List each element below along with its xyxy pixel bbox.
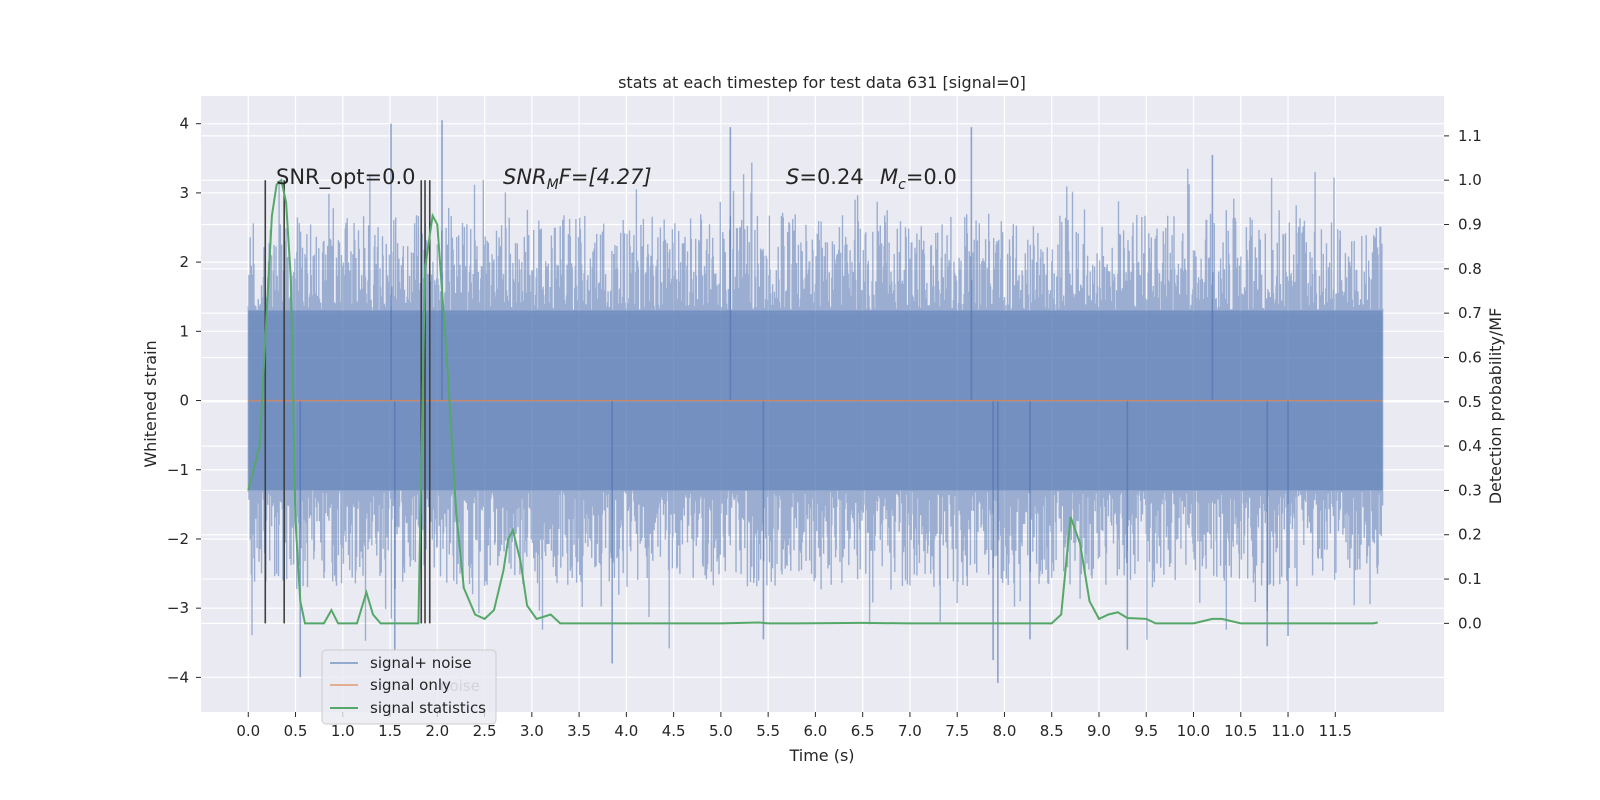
annotation-snr-opt: SNR_opt=0.0 xyxy=(276,165,416,190)
x-tick-label: 5.5 xyxy=(756,722,780,740)
y-left-tick-label: −4 xyxy=(167,668,189,686)
y-right-tick-label: 0.7 xyxy=(1458,304,1482,322)
x-tick-label: 8.0 xyxy=(993,722,1017,740)
y-right-tick-label: 0.1 xyxy=(1458,570,1482,588)
x-tick-label: 6.0 xyxy=(803,722,827,740)
y-left-tick-label: 2 xyxy=(179,253,189,271)
x-axis-ticks: 0.0 0.5 1.0 1.5 2.0 2.5 3.0 3.5 4.0 4.5 5.0 5.5 6.0 6… xyxy=(236,712,1352,740)
y-right-tick-label: 0.2 xyxy=(1458,526,1482,544)
annotation-mc-sub: c xyxy=(898,177,906,193)
annotation-snr-mf: SNRMF=[4.27] xyxy=(503,165,652,193)
y-right-axis-label: Detection probability/MF xyxy=(1486,308,1505,505)
y-right-tick-label: 0.0 xyxy=(1458,614,1482,632)
y-left-axis-ticks: 4 3 2 1 0 −1 −2 −3 −4 xyxy=(167,115,201,686)
y-left-tick-label: 3 xyxy=(179,184,189,202)
x-tick-label: 8.5 xyxy=(1040,722,1064,740)
x-tick-label: 2.0 xyxy=(425,722,449,740)
legend-label-signal-statistics: signal statistics xyxy=(370,699,486,717)
x-tick-label: 11.5 xyxy=(1319,722,1352,740)
x-tick-label: 1.5 xyxy=(378,722,402,740)
x-tick-label: 11.0 xyxy=(1271,722,1304,740)
annotation-s-val: =0.24 xyxy=(799,165,863,189)
signal-noise-trace xyxy=(247,162,1384,649)
x-axis-label: Time (s) xyxy=(788,746,854,765)
chart-title: stats at each timestep for test data 631… xyxy=(618,73,1026,92)
annotations: SNR_opt=0.0 SNRMF=[4.27] S=0.24 Mc=0.0 xyxy=(276,165,957,193)
x-tick-label: 1.0 xyxy=(331,722,355,740)
legend-label-signal-only: signal only xyxy=(370,676,451,694)
y-right-tick-label: 1.1 xyxy=(1458,127,1482,145)
x-tick-label: 7.0 xyxy=(898,722,922,740)
annotation-snr-mf-sub: M xyxy=(547,177,559,193)
legend-label-signal-noise: signal+ noise xyxy=(370,654,472,672)
x-tick-label: 0.5 xyxy=(284,722,308,740)
y-left-tick-label: −2 xyxy=(167,530,189,548)
x-tick-label: 10.0 xyxy=(1177,722,1210,740)
y-right-tick-label: 0.5 xyxy=(1458,393,1482,411)
x-tick-label: 4.0 xyxy=(614,722,638,740)
y-right-tick-label: 0.3 xyxy=(1458,481,1482,499)
annotation-mc-val: =0.0 xyxy=(906,165,957,189)
x-tick-label: 6.5 xyxy=(851,722,875,740)
annotation-snr-mf-prefix: SNR xyxy=(503,165,547,189)
x-tick-label: 5.0 xyxy=(709,722,733,740)
x-tick-label: 3.0 xyxy=(520,722,544,740)
vertical-markers xyxy=(264,180,431,624)
legend: noise signal+ noise signal only signal s… xyxy=(321,649,497,725)
annotation-s-var: S xyxy=(786,165,799,189)
x-tick-label: 2.5 xyxy=(473,722,497,740)
y-left-tick-label: −1 xyxy=(167,461,189,479)
signal-statistics-series xyxy=(247,178,1378,625)
y-right-tick-label: 0.4 xyxy=(1458,437,1482,455)
y-right-tick-label: 1.0 xyxy=(1458,171,1482,189)
y-left-tick-label: 4 xyxy=(179,115,189,133)
x-tick-label: 9.5 xyxy=(1134,722,1158,740)
x-tick-label: 7.5 xyxy=(945,722,969,740)
x-tick-label: 4.5 xyxy=(662,722,686,740)
y-right-tick-label: 0.9 xyxy=(1458,216,1482,234)
y-left-tick-label: 1 xyxy=(179,322,189,340)
y-left-tick-label: −3 xyxy=(167,599,189,617)
signal-statistics-line xyxy=(247,178,1378,625)
y-right-tick-label: 0.8 xyxy=(1458,260,1482,278)
x-tick-label: 3.5 xyxy=(567,722,591,740)
x-tick-label: 0.0 xyxy=(236,722,260,740)
annotation-mc: Mc=0.0 xyxy=(880,165,957,193)
y-right-tick-label: 0.6 xyxy=(1458,348,1482,366)
x-tick-label: 9.0 xyxy=(1087,722,1111,740)
x-tick-label: 10.5 xyxy=(1224,722,1257,740)
annotation-mc-var: M xyxy=(880,165,898,189)
y-left-axis-label: Whitened strain xyxy=(141,340,160,467)
annotation-s: S=0.24 xyxy=(786,165,864,189)
legend-box xyxy=(321,649,497,725)
annotation-snr-mf-suffix: F=[4.27] xyxy=(559,165,652,189)
y-right-axis-ticks: 1.1 1.0 0.9 0.8 0.7 0.6 0.5 0.4 0.3 0.2 0.1 0.0 xyxy=(1444,127,1482,632)
legend-ghost-text: noise xyxy=(440,677,480,695)
y-left-tick-label: 0 xyxy=(179,392,189,410)
